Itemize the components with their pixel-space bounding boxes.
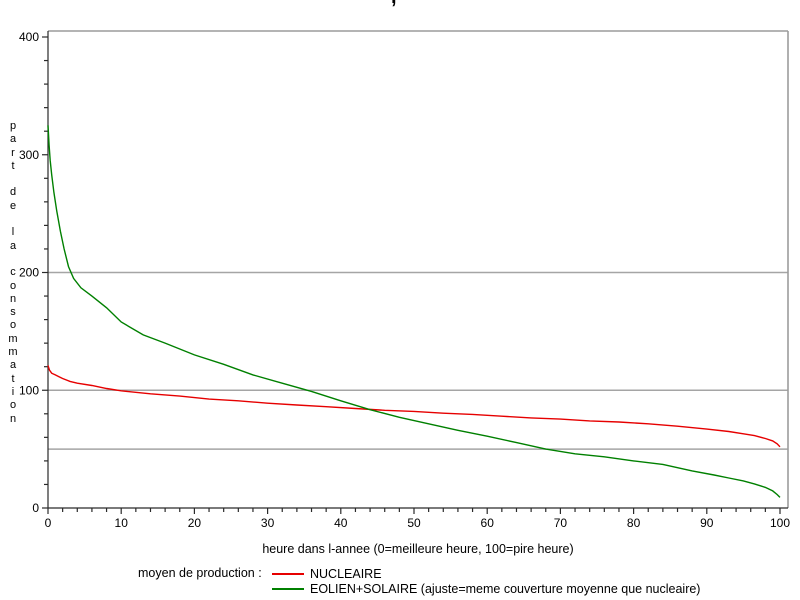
- y-axis-label-char: m: [8, 346, 18, 359]
- legend-title: moyen de production :: [138, 566, 262, 580]
- tick-label: 60: [481, 516, 495, 530]
- legend-line-eolien-solaire-swatch: [272, 587, 304, 590]
- y-axis-label-char: l: [11, 226, 15, 239]
- tick-label: 300: [19, 148, 39, 162]
- legend-entry-label: EOLIEN+SOLAIRE (ajuste=meme couverture m…: [310, 581, 701, 596]
- y-axis-label-char: n: [9, 292, 17, 305]
- y-axis-label-char: c: [10, 266, 16, 279]
- legend-entries: NUCLEAIRE EOLIEN+SOLAIRE (ajuste=meme co…: [272, 566, 700, 596]
- y-axis-label-char: t: [11, 372, 15, 385]
- y-axis-label-char: m: [8, 332, 18, 345]
- y-axis-label-char: o: [9, 279, 17, 292]
- grid-lines: [48, 271, 788, 450]
- series-line-eolien-solaire: [47, 125, 781, 498]
- tick-label: 100: [770, 516, 790, 530]
- legend-entry-nucleaire: NUCLEAIRE: [272, 566, 700, 581]
- tick-label: 70: [554, 516, 568, 530]
- tick-label: 100: [19, 383, 39, 397]
- y-axis-label-char: e: [9, 199, 17, 212]
- legend: moyen de production : NUCLEAIRE EOLIEN+S…: [138, 566, 700, 596]
- y-axis-label-char: a: [9, 359, 17, 372]
- tick-label: 20: [188, 516, 202, 530]
- y-axis-label-char: r: [11, 146, 15, 159]
- y-axis-label-char: n: [9, 412, 17, 425]
- plot-frame: [48, 30, 789, 508]
- tick-label: 400: [19, 30, 39, 44]
- tick-label: 80: [627, 516, 641, 530]
- tick-label: 40: [334, 516, 348, 530]
- y-axis-label-char: d: [9, 186, 17, 199]
- y-axis-label-char: p: [9, 120, 17, 132]
- x-axis: 0 10 20 30 40 50 60 70 80 90 100: [45, 507, 790, 530]
- legend-entry-label: NUCLEAIRE: [310, 566, 382, 581]
- y-axis-label-char: o: [9, 319, 17, 332]
- y-axis-label-char: t: [11, 159, 15, 172]
- y-axis-label-char: o: [9, 399, 17, 412]
- y-axis-label-char: s: [10, 306, 16, 319]
- tick-label: 0: [32, 501, 39, 515]
- tick-label: 90: [700, 516, 714, 530]
- tick-label: 10: [115, 516, 129, 530]
- tick-label: 50: [407, 516, 421, 530]
- chart-title-fragment: ,: [391, 0, 397, 7]
- tick-label: 0: [45, 516, 52, 530]
- tick-label: 30: [261, 516, 275, 530]
- x-axis-label: heure dans l-annee (0=meilleure heure, 1…: [262, 542, 574, 556]
- y-axis-label-char: a: [9, 239, 17, 252]
- y-axis-label-char: i: [11, 385, 15, 398]
- legend-line-nucleaire-swatch: [272, 572, 304, 575]
- y-axis-label-char: a: [9, 133, 17, 146]
- legend-entry-eolien-solaire: EOLIEN+SOLAIRE (ajuste=meme couverture m…: [272, 581, 700, 596]
- tick-label: 200: [19, 266, 39, 280]
- y-axis: 0 100 200 300 400: [19, 30, 49, 515]
- series-line-nucleaire: [47, 365, 781, 448]
